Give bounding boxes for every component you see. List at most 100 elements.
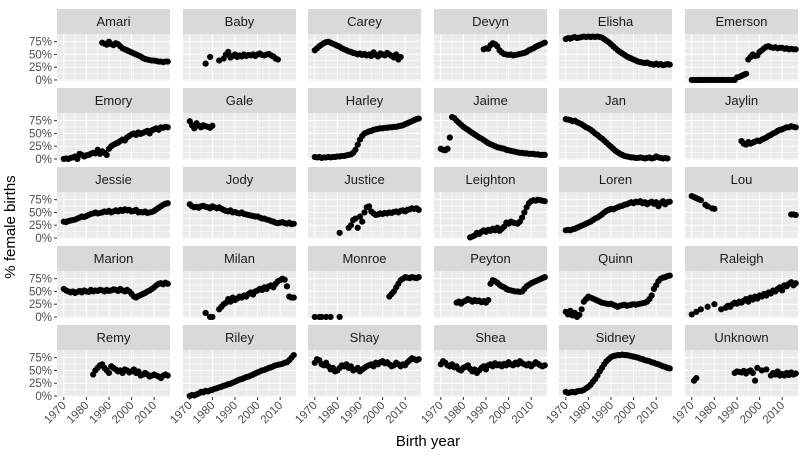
data-point: [164, 200, 171, 207]
facet-strip: [434, 246, 547, 271]
data-point: [415, 274, 422, 281]
data-point: [202, 309, 209, 316]
x-tick-label: 2010: [761, 400, 788, 427]
data-point: [283, 283, 291, 290]
data-point: [446, 134, 453, 141]
x-tick-label: 1990: [214, 400, 241, 427]
facet-panel: Leighton: [434, 167, 548, 241]
x-tick-label: 1990: [88, 400, 115, 427]
facet-strip: [434, 88, 547, 113]
data-point: [354, 141, 361, 148]
x-tick-label: 2000: [236, 400, 263, 427]
facet-panel: Devyn: [434, 9, 548, 81]
facet-strip: [308, 9, 421, 34]
facet-strip: [685, 325, 798, 350]
facet-strip: [183, 88, 296, 113]
x-tick-label: 1990: [339, 400, 366, 427]
x-tick-label: 1980: [442, 400, 469, 427]
y-tick-label: 75%: [29, 116, 52, 128]
facet-strip-label: Peyton: [470, 251, 510, 266]
facet-strip: [685, 88, 798, 113]
facet-strip-label: Emory: [95, 93, 133, 108]
facet-strip: [57, 246, 170, 271]
facet-panel: Gale: [183, 88, 296, 160]
x-tick-label: 1980: [567, 400, 594, 427]
y-tick-label: 50%: [29, 207, 52, 219]
facet-strip: [559, 9, 672, 34]
data-point: [521, 209, 528, 216]
x-tick-label: 1990: [590, 400, 617, 427]
data-point: [361, 209, 368, 216]
facet-panel: Lou: [685, 167, 799, 239]
facet-panel: Jaylin: [685, 88, 799, 160]
data-point: [290, 294, 297, 301]
x-tick-label: 1980: [693, 400, 720, 427]
facet-strip-label: Carey: [347, 14, 382, 29]
facet-strip: [57, 167, 170, 192]
data-point: [666, 272, 673, 279]
data-point: [711, 301, 718, 308]
data-point: [356, 213, 364, 220]
data-point: [666, 365, 673, 372]
data-point: [697, 306, 704, 313]
facet-strip-label: Sidney: [596, 330, 636, 345]
data-point: [393, 51, 400, 58]
x-tick-label: 2010: [510, 400, 537, 427]
facet-strip-label: Riley: [225, 330, 254, 345]
y-tick-label: 25%: [29, 220, 52, 232]
facet-strip-label: Marion: [94, 251, 134, 266]
x-tick-label: 2000: [110, 400, 137, 427]
facet-strip-label: Devyn: [472, 14, 509, 29]
y-tick-label: 0%: [35, 391, 52, 403]
facet-strip-label: Shay: [350, 330, 380, 345]
y-tick-label: 75%: [29, 37, 52, 49]
x-tick-label: 2000: [612, 400, 639, 427]
panel-background: [559, 34, 672, 81]
facet-strip-label: Unknown: [714, 330, 768, 345]
facet-panel: Raleigh: [685, 246, 799, 318]
facet-strip: [183, 167, 296, 192]
facet-panel: Elisha: [559, 9, 673, 81]
data-point: [688, 311, 695, 318]
facet-panel: Amari 0%25%50%75%: [29, 9, 171, 87]
data-point: [541, 151, 548, 158]
data-point: [578, 306, 585, 313]
facet-strip: [559, 167, 672, 192]
data-point: [103, 151, 110, 158]
facet-strip: [559, 325, 672, 350]
panel-background: [434, 34, 547, 81]
data-point: [792, 370, 799, 377]
data-point: [693, 374, 700, 382]
data-point: [336, 229, 343, 236]
data-point: [397, 53, 404, 61]
facet-strip: [308, 88, 421, 113]
y-tick-label: 50%: [29, 49, 52, 61]
facet-strip-label: Elisha: [598, 14, 634, 29]
facet-strip-label: Baby: [225, 14, 255, 29]
facet-strip-label: Jody: [226, 172, 254, 187]
y-tick-label: 75%: [29, 274, 52, 286]
data-point: [354, 224, 361, 231]
panel-background: [559, 192, 672, 239]
data-point: [274, 56, 282, 63]
facet-strip: [559, 246, 672, 271]
facet-panel: Jan: [559, 88, 672, 162]
data-point: [415, 206, 422, 213]
facet-strip: [434, 9, 547, 34]
data-point: [763, 366, 770, 373]
data-point: [792, 46, 799, 53]
facet-panel: Carey: [308, 9, 421, 81]
facet-panel: Justice: [308, 167, 422, 239]
data-point: [415, 356, 422, 363]
data-point: [225, 48, 232, 55]
data-point: [359, 218, 366, 225]
y-tick-label: 50%: [29, 128, 52, 140]
facet-strip-label: Harley: [346, 93, 384, 108]
facet-strip-label: Amari: [97, 14, 131, 29]
x-tick-label: 1980: [316, 400, 343, 427]
data-point: [711, 205, 718, 212]
facet-panel: Peyton: [434, 246, 548, 318]
